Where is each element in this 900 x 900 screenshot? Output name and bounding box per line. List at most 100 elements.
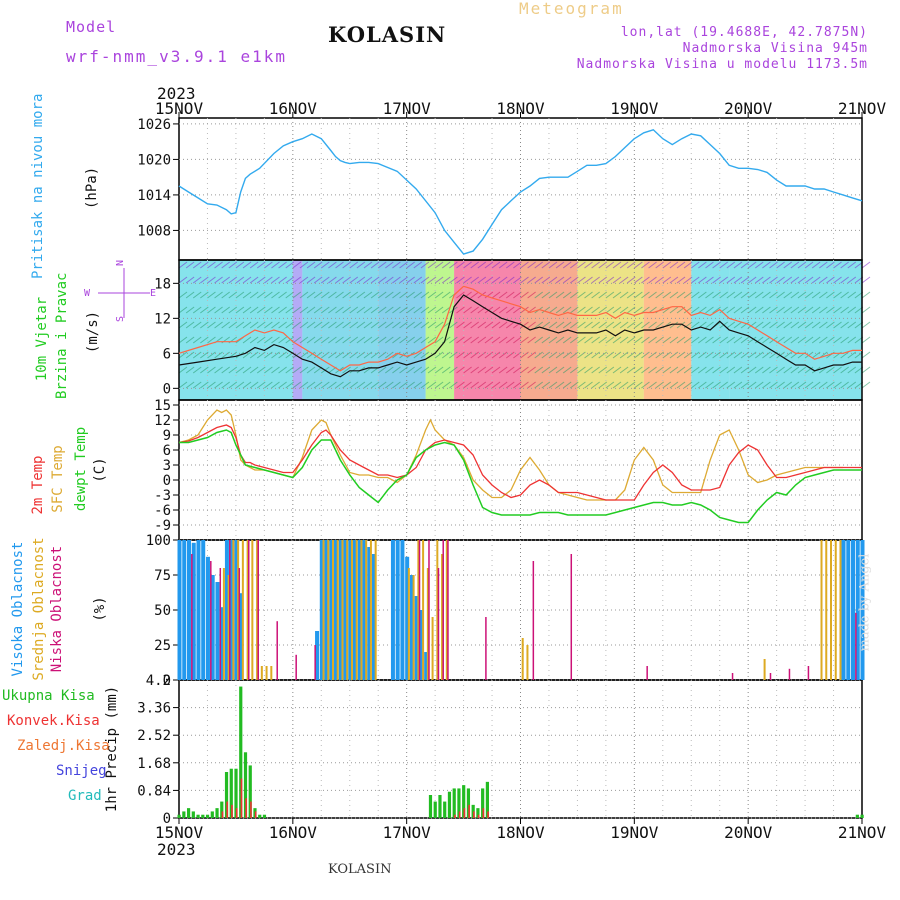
wind-barb — [648, 381, 657, 389]
cloud-bar-high — [324, 540, 329, 680]
wind-barb — [783, 276, 793, 284]
wind-barb — [527, 351, 536, 359]
precip-bar-convective — [473, 811, 475, 818]
wind-barb — [249, 336, 259, 344]
wind-barb — [264, 336, 273, 344]
pressure-ytick-label: 1014 — [137, 188, 171, 204]
wind-barb — [754, 366, 764, 374]
wind-barb — [676, 321, 686, 329]
cloud-bar-high — [205, 556, 210, 680]
wind-barb — [826, 321, 835, 329]
precip-bar-total — [196, 814, 200, 818]
wind-barb — [406, 366, 415, 374]
wind-barb — [385, 366, 394, 374]
cloud-bar-low — [314, 645, 316, 680]
wind-barb — [619, 261, 629, 269]
cloud-bar-high — [220, 607, 225, 680]
wind-barb — [605, 336, 615, 344]
meteogram-title: Meteogram — [519, 0, 624, 18]
wind-barb — [449, 366, 458, 374]
wind-barb — [577, 321, 586, 329]
wind-barb — [463, 336, 472, 344]
wind-barb — [392, 366, 401, 374]
wind-barb — [861, 276, 871, 284]
wind-barb — [363, 381, 373, 389]
wind-barb — [840, 381, 849, 389]
wind-barb — [498, 291, 508, 299]
cloud-bar-low — [418, 540, 421, 680]
wind-barb — [200, 321, 209, 329]
wind-barb — [328, 381, 337, 389]
wind-barb — [605, 276, 615, 284]
cloud-bar-high — [229, 540, 234, 680]
wind-barb — [605, 291, 615, 299]
wind-barb — [783, 306, 793, 314]
precip-ytick-label: 0.84 — [137, 783, 171, 799]
cloud-bar-low — [807, 666, 810, 680]
wind-barb — [491, 321, 501, 329]
wind-barb — [520, 306, 529, 314]
wind-barb — [548, 366, 558, 374]
cloud-bar-low — [229, 540, 231, 680]
wind-barb — [363, 276, 373, 284]
wind-barb — [726, 291, 736, 299]
wind-barb — [200, 366, 209, 374]
wind-barb — [228, 381, 238, 389]
wind-barb — [733, 321, 743, 329]
wind-barb — [754, 306, 764, 314]
wind-barb — [811, 351, 821, 359]
wind-barb — [242, 381, 252, 389]
wind-barb — [463, 276, 472, 284]
wind-barb — [392, 291, 401, 299]
wind-barb — [363, 321, 373, 329]
cloud-bar-mid — [369, 540, 372, 680]
wind-barb — [612, 321, 622, 329]
wind-barb — [498, 261, 508, 269]
precip-bar-convective — [226, 801, 229, 818]
top-xtick-label: 21NOV — [838, 99, 887, 118]
wind-barb — [306, 291, 316, 299]
wind-barb — [470, 351, 479, 359]
wind-barb — [292, 291, 302, 299]
wind-barb — [207, 336, 216, 344]
wind-barb — [634, 306, 643, 314]
cloud-bar-high — [343, 540, 348, 680]
wind-barb — [200, 381, 209, 389]
bottom-xtick-label: 17NOV — [383, 823, 432, 842]
cloud-bar-high — [352, 540, 357, 680]
temp-2m-line — [178, 424, 862, 501]
wind-barb — [363, 336, 373, 344]
wind-barb — [349, 381, 359, 389]
wind-barb — [676, 381, 686, 389]
precip-ytick-label: 0 — [163, 811, 171, 827]
precip-bar-total — [239, 686, 243, 818]
wind-barb — [377, 321, 387, 329]
wind-barb — [299, 291, 309, 299]
cloud-bar-mid — [431, 617, 434, 680]
cloud-bar-mid — [350, 540, 353, 680]
wind-barb — [769, 276, 778, 284]
wind-barb — [769, 381, 778, 389]
wind-barb — [292, 276, 302, 284]
wind-barb — [477, 336, 487, 344]
wind-barb — [840, 261, 849, 269]
wind-barb — [690, 291, 700, 299]
cloud-bar-mid — [441, 554, 444, 680]
wind-barb — [178, 381, 188, 389]
wind-barb — [434, 351, 444, 359]
wind-barb — [719, 291, 729, 299]
cloud-bar-high — [186, 540, 191, 680]
wind-barb — [591, 291, 600, 299]
wind-barb — [783, 381, 793, 389]
wind-barb — [598, 381, 608, 389]
wind-barb — [463, 306, 472, 314]
wind-barb — [242, 351, 252, 359]
wind-barb — [505, 306, 515, 314]
wind-barb — [570, 306, 579, 314]
wind-barb — [484, 381, 494, 389]
wind-barb — [520, 366, 529, 374]
wind-barb — [719, 351, 729, 359]
precip-bar-total — [248, 765, 252, 818]
wind-barb — [648, 366, 657, 374]
wind-barb — [470, 291, 479, 299]
